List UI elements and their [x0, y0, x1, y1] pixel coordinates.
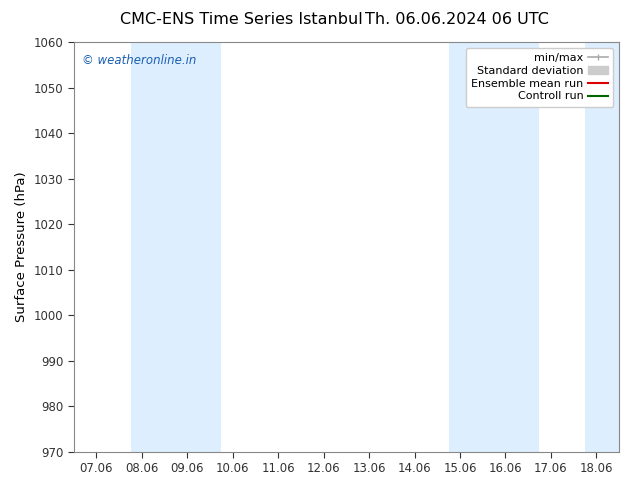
Text: © weatheronline.in: © weatheronline.in	[82, 54, 197, 67]
Bar	[131, 42, 221, 452]
Y-axis label: Surface Pressure (hPa): Surface Pressure (hPa)	[15, 172, 28, 322]
Text: CMC-ENS Time Series Istanbul: CMC-ENS Time Series Istanbul	[120, 12, 362, 27]
Bar	[449, 42, 540, 452]
Bar	[585, 42, 619, 452]
Legend: min/max, Standard deviation, Ensemble mean run, Controll run: min/max, Standard deviation, Ensemble me…	[465, 48, 614, 107]
Text: Th. 06.06.2024 06 UTC: Th. 06.06.2024 06 UTC	[365, 12, 548, 27]
